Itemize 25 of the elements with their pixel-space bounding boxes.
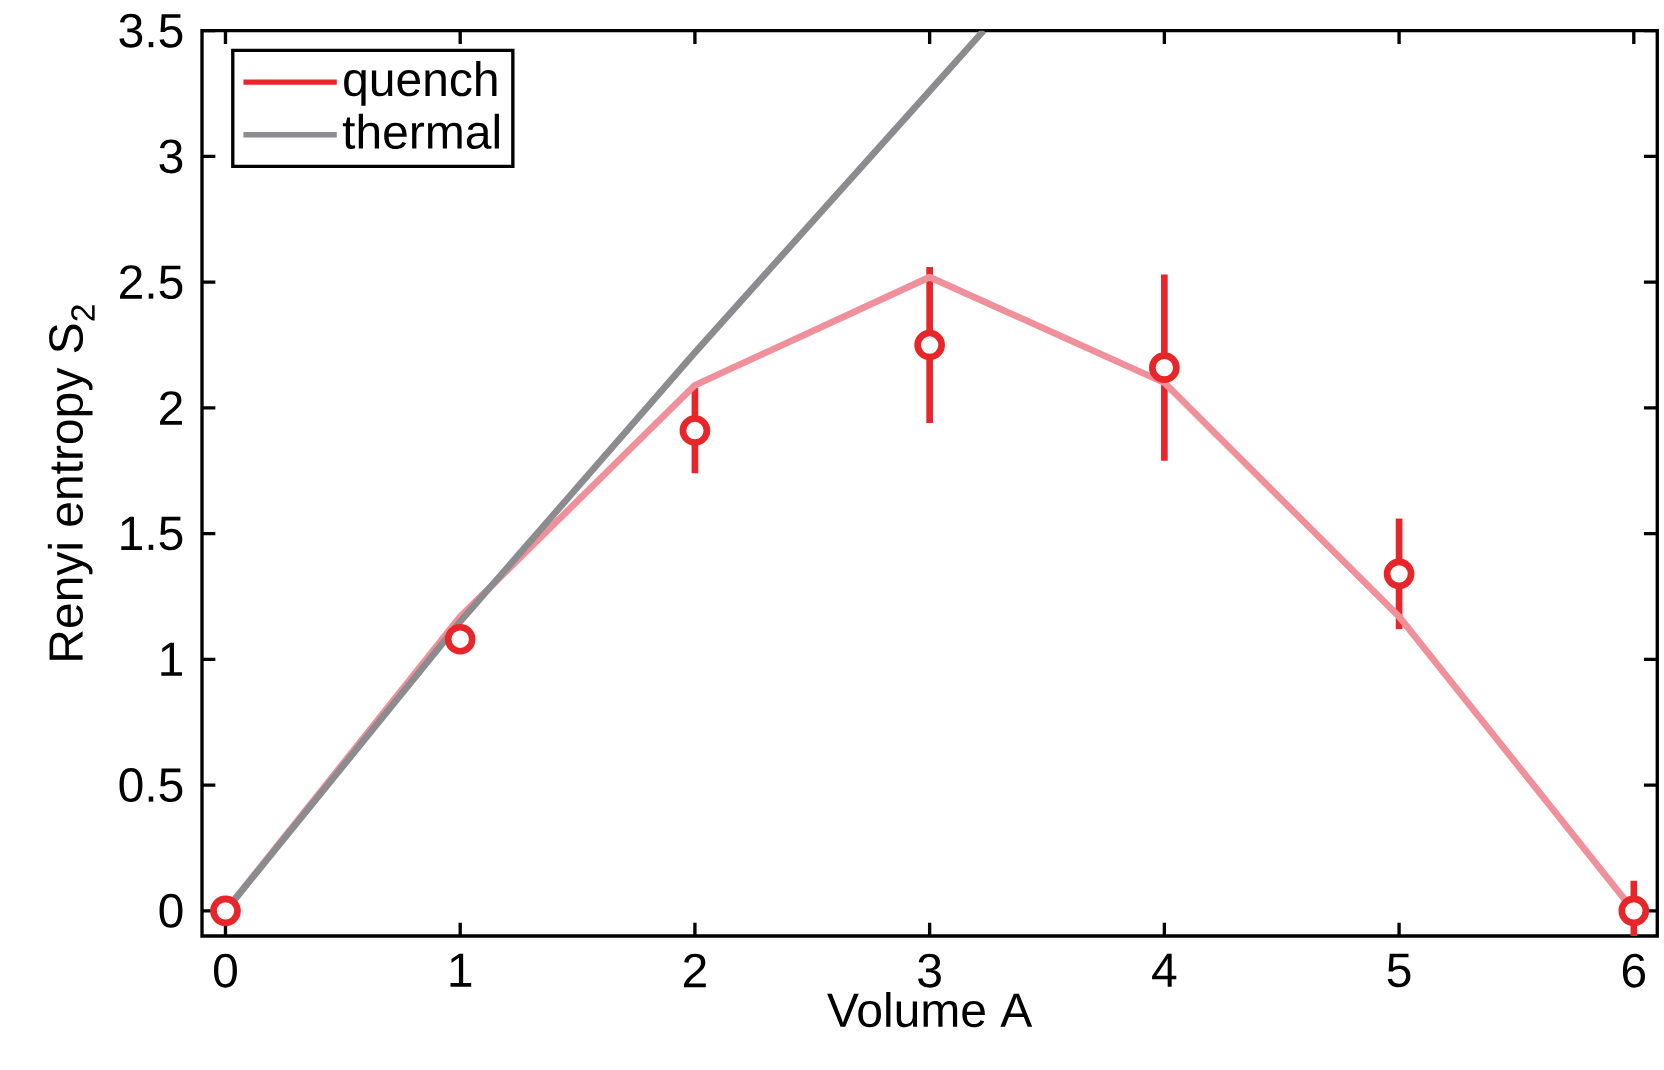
x-tick-label: 0 [214,953,237,988]
y-tick-label: 2.5 [120,265,183,300]
point [1149,352,1180,383]
point [1383,558,1415,590]
x-tick-label: 4 [1152,953,1177,987]
y-tick-label: 0.5 [119,768,183,803]
legend-label: thermal [342,113,499,149]
x-tick-label: 6 [1622,953,1646,988]
y-tick-label: 0 [159,893,183,928]
point [679,415,711,446]
legend-label: quench [344,61,497,106]
x-tick-label: 3 [918,953,941,988]
x-tick-label: 5 [1387,953,1411,988]
point [914,329,945,361]
point [444,623,476,655]
y-tick-label: 1.5 [121,516,183,551]
y-tick-label: 1 [161,642,182,676]
x-axis-title: Volume A [827,991,1033,1028]
y-tick-label: 3.5 [119,13,183,48]
y-tick-label: 3 [159,139,183,174]
y-tick-label: 2 [160,391,182,425]
point [210,895,241,927]
x-tick-label: 2 [683,953,706,988]
y-axis-title: Renyi entropy S$_{2}$ [47,305,95,660]
x-tick-label: 1 [450,953,472,987]
